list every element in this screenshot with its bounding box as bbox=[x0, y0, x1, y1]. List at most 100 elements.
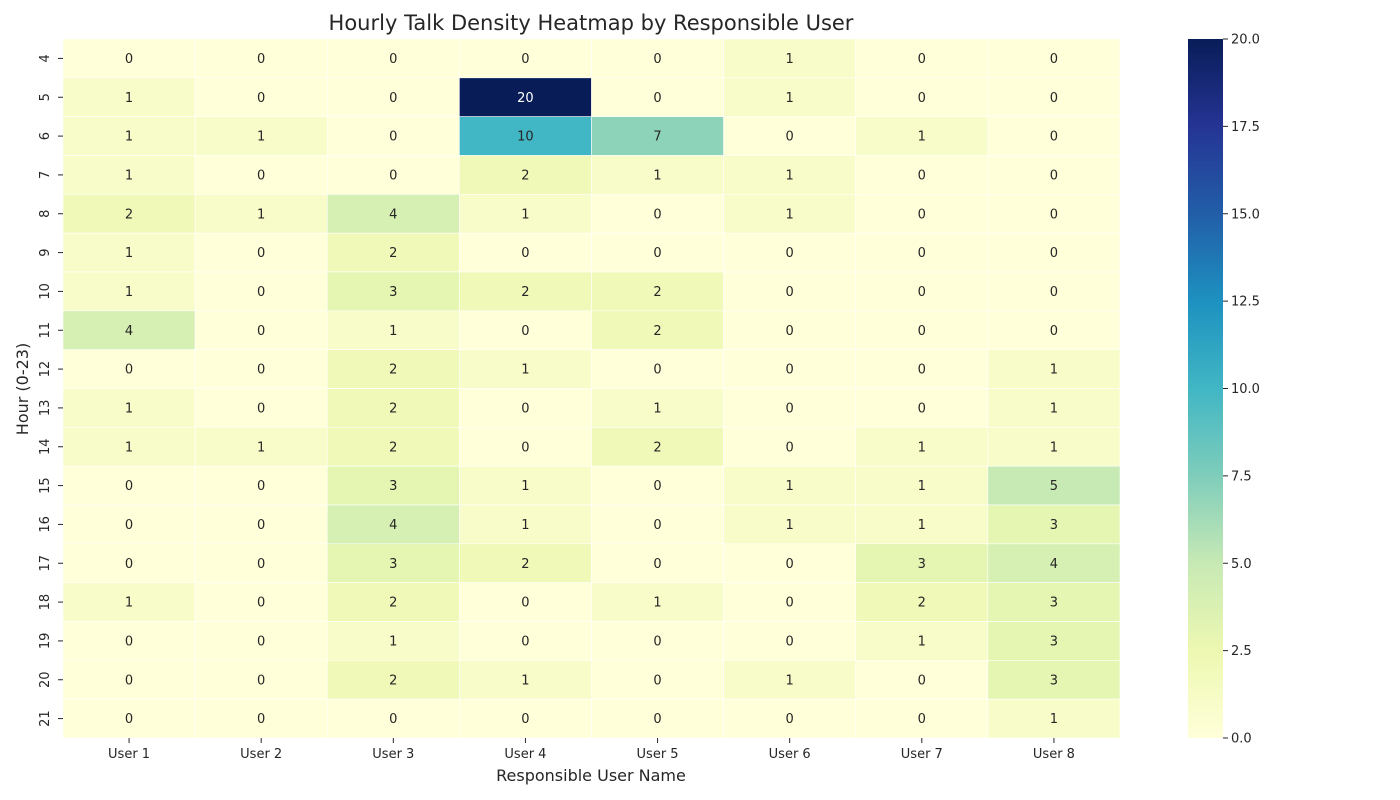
cell-value-label: 2 bbox=[521, 168, 529, 183]
heatmap-cell bbox=[326, 38, 460, 79]
cell-value-label: 4 bbox=[389, 518, 397, 533]
cell-value-label: 1 bbox=[786, 518, 794, 533]
cell-value-label: 3 bbox=[1050, 518, 1058, 533]
heatmap-cell bbox=[326, 388, 460, 428]
cell-value-label: 0 bbox=[1050, 285, 1058, 300]
heatmap-cell bbox=[459, 582, 592, 622]
cell-value-label: 2 bbox=[389, 401, 397, 416]
cell-value-label: 0 bbox=[125, 557, 133, 572]
x-tick-label: User 7 bbox=[901, 747, 943, 762]
cell-value-label: 1 bbox=[125, 401, 133, 416]
heatmap-cell bbox=[987, 543, 1121, 583]
heatmap-cell bbox=[855, 155, 989, 195]
heatmap-cell bbox=[459, 155, 592, 195]
cell-value-label: 0 bbox=[918, 168, 926, 183]
cell-value-label: 0 bbox=[389, 130, 397, 145]
cell-value-label: 0 bbox=[1050, 324, 1058, 339]
heatmap-cell bbox=[855, 582, 989, 622]
cell-value-label: 1 bbox=[257, 130, 265, 145]
cell-value-label: 1 bbox=[786, 52, 794, 67]
cell-value-label: 0 bbox=[521, 634, 529, 649]
colorbar-tick-label: 2.5 bbox=[1231, 644, 1252, 659]
cell-value-label: 0 bbox=[918, 363, 926, 378]
y-tick-label: 9 bbox=[38, 248, 53, 256]
cell-value-label: 1 bbox=[521, 479, 529, 494]
heatmap-cell bbox=[855, 194, 989, 234]
cell-value-label: 1 bbox=[389, 634, 397, 649]
heatmap-cell bbox=[194, 504, 328, 545]
heatmap-cell bbox=[459, 388, 592, 428]
cell-value-label: 0 bbox=[786, 634, 794, 649]
cell-value-label: 1 bbox=[389, 324, 397, 339]
heatmap-cell bbox=[723, 116, 857, 156]
y-tick-label: 16 bbox=[38, 516, 53, 533]
cell-value-label: 3 bbox=[389, 479, 397, 494]
cell-value-label: 0 bbox=[1050, 91, 1058, 106]
cell-value-label: 0 bbox=[389, 52, 397, 67]
x-tick-label: User 2 bbox=[240, 747, 282, 762]
heatmap-cell bbox=[62, 116, 196, 156]
cell-value-label: 0 bbox=[257, 52, 265, 67]
heatmap-cell bbox=[62, 660, 196, 700]
y-tick-label: 18 bbox=[38, 594, 53, 611]
heatmap-cell bbox=[194, 38, 328, 79]
cell-value-label: 0 bbox=[653, 207, 661, 222]
heatmap-cell bbox=[987, 194, 1121, 234]
cell-value-label: 1 bbox=[653, 401, 661, 416]
cell-value-label: 0 bbox=[653, 634, 661, 649]
heatmap-cell bbox=[987, 116, 1121, 156]
heatmap-cell bbox=[987, 504, 1121, 545]
cell-value-label: 0 bbox=[653, 518, 661, 533]
cell-value-label: 0 bbox=[521, 324, 529, 339]
cell-value-label: 0 bbox=[918, 673, 926, 688]
heatmap-cell bbox=[62, 465, 196, 506]
heatmap-cell bbox=[591, 194, 724, 234]
cell-value-label: 3 bbox=[389, 557, 397, 572]
cell-value-label: 0 bbox=[653, 246, 661, 261]
cell-value-label: 1 bbox=[521, 363, 529, 378]
heatmap-cell bbox=[987, 388, 1121, 428]
cell-value-label: 2 bbox=[653, 440, 661, 455]
heatmap-cell bbox=[723, 271, 857, 312]
cell-value-label: 0 bbox=[125, 634, 133, 649]
heatmap-cell bbox=[723, 582, 857, 622]
heatmap-cell bbox=[194, 427, 328, 467]
heatmap-cell bbox=[591, 621, 724, 661]
heatmap-cell bbox=[987, 698, 1121, 739]
heatmap-cell bbox=[62, 582, 196, 622]
heatmap-cell bbox=[194, 582, 328, 622]
x-tick-label: User 6 bbox=[769, 747, 811, 762]
heatmap-cell bbox=[855, 698, 989, 739]
y-tick-label: 13 bbox=[38, 400, 53, 417]
heatmap-cell bbox=[194, 349, 328, 389]
heatmap-cell bbox=[855, 116, 989, 156]
heatmap-cell bbox=[326, 155, 460, 195]
cell-value-label: 1 bbox=[918, 479, 926, 494]
cell-value-label: 0 bbox=[786, 363, 794, 378]
cell-value-label: 0 bbox=[125, 673, 133, 688]
cell-value-label: 0 bbox=[786, 246, 794, 261]
heatmap-cell bbox=[459, 427, 592, 467]
cell-value-label: 0 bbox=[786, 440, 794, 455]
heatmap-cell bbox=[62, 621, 196, 661]
cell-value-label: 0 bbox=[521, 712, 529, 727]
heatmap-cell bbox=[194, 621, 328, 661]
heatmap-cell bbox=[194, 543, 328, 583]
cell-value-label: 2 bbox=[125, 207, 133, 222]
heatmap-cell bbox=[591, 232, 724, 273]
cell-value-label: 2 bbox=[653, 324, 661, 339]
cell-value-label: 0 bbox=[125, 52, 133, 67]
cell-value-label: 0 bbox=[125, 712, 133, 727]
cell-value-label: 1 bbox=[521, 673, 529, 688]
cell-value-label: 0 bbox=[125, 479, 133, 494]
colorbar-tick-label: 12.5 bbox=[1231, 295, 1260, 310]
cell-value-label: 0 bbox=[653, 712, 661, 727]
chart-title: Hourly Talk Density Heatmap by Responsib… bbox=[329, 11, 854, 35]
heatmap-cell bbox=[591, 388, 724, 428]
heatmap-cells: 0 0 0 0 0 1 0 01 0 0 20 0 1 0 01 1 0 10 7 0 1 01 0 0 2 1 1 0 02 1 4 1 0 1… bbox=[62, 38, 1121, 739]
cell-value-label: 0 bbox=[786, 557, 794, 572]
heatmap-cell bbox=[855, 504, 989, 545]
cell-value-label: 0 bbox=[1050, 52, 1058, 67]
colorbar-tick-label: 7.5 bbox=[1231, 469, 1252, 484]
heatmap-cell bbox=[723, 543, 857, 583]
